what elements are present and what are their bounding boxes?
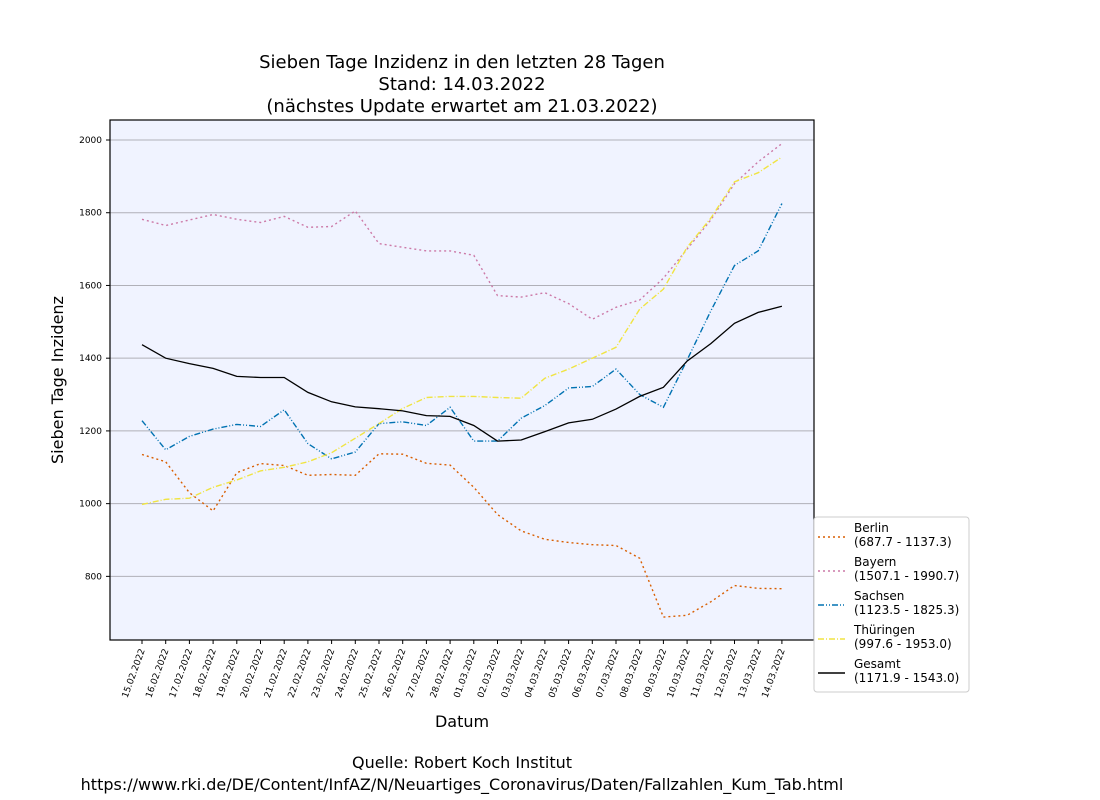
series-line-3 bbox=[141, 203, 783, 460]
x-axis-label: Datum bbox=[435, 712, 489, 731]
x-tick-label: 21.02.2022 bbox=[263, 648, 290, 700]
series-lines bbox=[141, 143, 783, 618]
x-tick-label: 27.02.2022 bbox=[405, 648, 432, 700]
series-line-2 bbox=[141, 143, 783, 321]
legend-range-4: (997.6 - 1953.0) bbox=[854, 637, 952, 651]
x-tick-label: 16.02.2022 bbox=[144, 648, 171, 700]
series-line-1 bbox=[141, 453, 782, 618]
source-line-1: Quelle: Robert Koch Institut bbox=[352, 753, 572, 772]
y-axis: 800 1000 1200 1400 1600 1800 2000 bbox=[79, 136, 110, 582]
y-tick-label: 1800 bbox=[79, 209, 102, 219]
x-axis: 15.02.202216.02.202217.02.202218.02.2022… bbox=[121, 640, 788, 699]
x-tick-label: 12.03.2022 bbox=[713, 648, 740, 700]
legend: Berlin(687.7 - 1137.3) Bayern(1507.1 - 19… bbox=[813, 516, 970, 693]
legend-range-2: (1507.1 - 1990.7) bbox=[854, 569, 959, 583]
x-tick-label: 09.03.2022 bbox=[642, 648, 669, 700]
legend-label-5: Gesamt bbox=[854, 657, 901, 671]
chart-title: Sieben Tage Inzidenz in den letzten 28 T… bbox=[259, 52, 665, 117]
y-tick-label: 1600 bbox=[79, 281, 102, 291]
x-tick-label: 13.03.2022 bbox=[737, 648, 764, 700]
legend-label-1: Berlin bbox=[854, 521, 889, 535]
series-line-4 bbox=[141, 156, 783, 506]
x-tick-label: 28.02.2022 bbox=[429, 648, 456, 700]
legend-box bbox=[813, 516, 970, 693]
legend-range-3: (1123.5 - 1825.3) bbox=[854, 603, 959, 617]
legend-label-2: Bayern bbox=[854, 555, 896, 569]
legend-label-3: Sachsen bbox=[854, 589, 904, 603]
chart-title-line-3: (nächstes Update erwartet am 21.03.2022) bbox=[266, 96, 657, 117]
y-tick-label: 1400 bbox=[79, 354, 102, 364]
x-tick-label: 23.02.2022 bbox=[310, 648, 337, 700]
x-tick-label: 26.02.2022 bbox=[381, 648, 408, 700]
y-tick-label: 1000 bbox=[79, 500, 102, 510]
y-axis-label: Sieben Tage Inzidenz bbox=[48, 296, 67, 464]
x-tick-label: 15.02.2022 bbox=[121, 648, 148, 700]
x-tick-label: 20.02.2022 bbox=[239, 648, 266, 700]
x-tick-label: 25.02.2022 bbox=[358, 648, 385, 700]
x-tick-label: 11.03.2022 bbox=[690, 648, 717, 700]
x-tick-label: 14.03.2022 bbox=[761, 648, 788, 700]
legend-label-4: Thüringen bbox=[853, 623, 915, 637]
plot-frame bbox=[109, 119, 815, 641]
chart-title-line-2: Stand: 14.03.2022 bbox=[378, 74, 545, 95]
x-tick-label: 10.03.2022 bbox=[666, 648, 693, 700]
source-note: Quelle: Robert Koch Institut https://www… bbox=[81, 753, 844, 795]
x-tick-label: 08.03.2022 bbox=[618, 648, 645, 700]
x-tick-label: 24.02.2022 bbox=[334, 648, 361, 700]
legend-range-5: (1171.9 - 1543.0) bbox=[854, 671, 959, 685]
x-tick-label: 06.03.2022 bbox=[571, 648, 598, 700]
x-tick-label: 05.03.2022 bbox=[547, 648, 574, 700]
x-tick-label: 01.03.2022 bbox=[453, 648, 480, 700]
x-tick-label: 22.02.2022 bbox=[287, 648, 314, 700]
grid-lines bbox=[110, 139, 814, 577]
x-tick-label: 19.02.2022 bbox=[216, 648, 243, 700]
chart-title-line-1: Sieben Tage Inzidenz in den letzten 28 T… bbox=[259, 52, 665, 73]
source-line-2: https://www.rki.de/DE/Content/InfAZ/N/Ne… bbox=[81, 775, 844, 795]
x-tick-label: 07.03.2022 bbox=[595, 648, 622, 700]
x-tick-label: 03.03.2022 bbox=[500, 648, 527, 700]
x-tick-label: 18.02.2022 bbox=[192, 648, 219, 700]
series-line-5 bbox=[141, 305, 783, 442]
plot-area bbox=[110, 120, 814, 640]
y-tick-label: 800 bbox=[85, 572, 102, 582]
y-tick-label: 1200 bbox=[79, 427, 102, 437]
y-tick-label: 2000 bbox=[79, 136, 102, 146]
x-tick-label: 02.03.2022 bbox=[476, 648, 503, 700]
legend-range-1: (687.7 - 1137.3) bbox=[854, 535, 952, 549]
x-tick-label: 04.03.2022 bbox=[524, 648, 551, 700]
x-tick-label: 17.02.2022 bbox=[168, 648, 195, 700]
